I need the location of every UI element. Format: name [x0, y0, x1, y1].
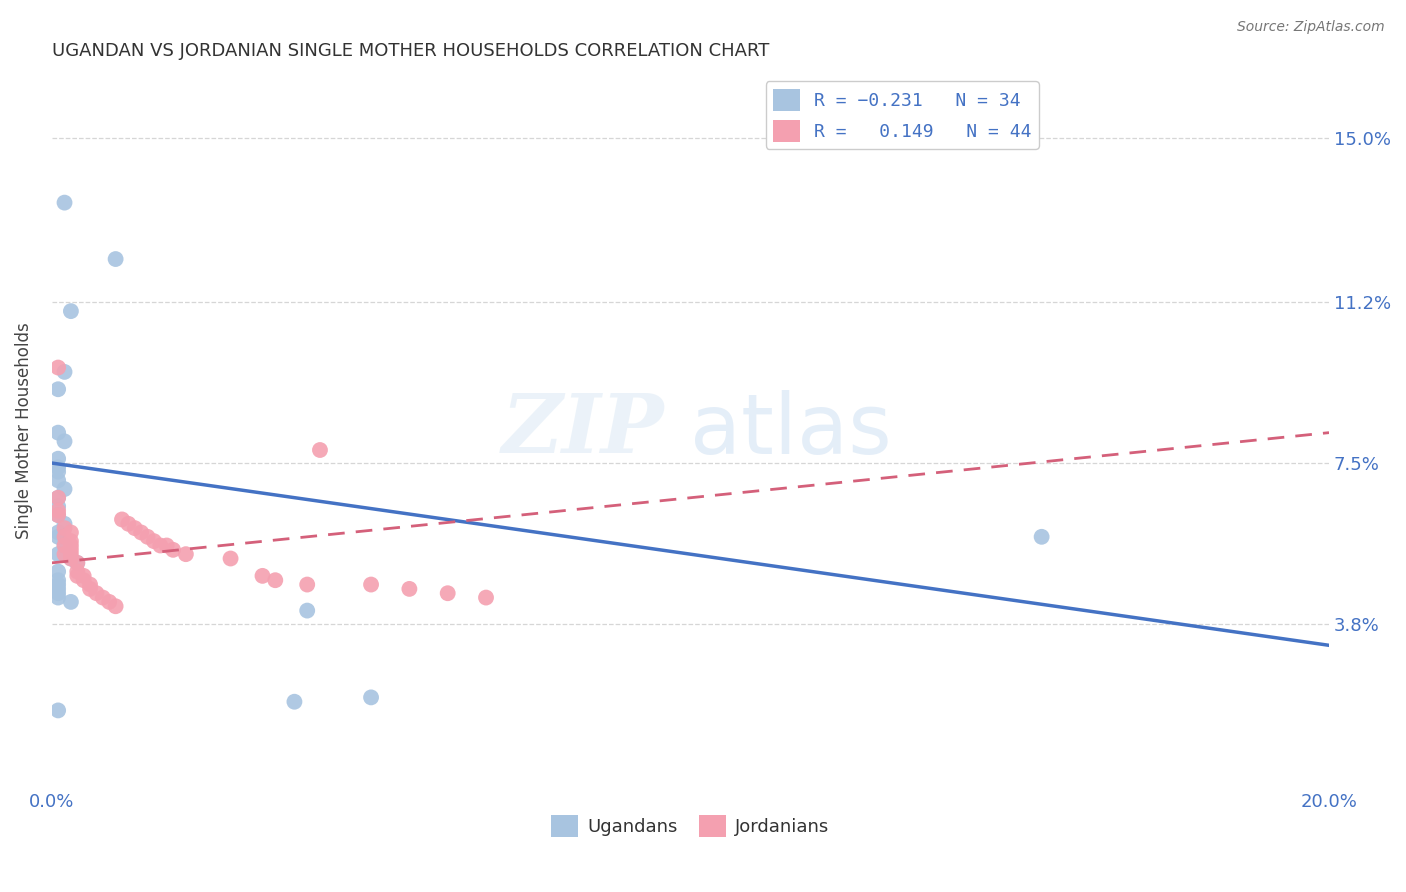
Point: [136, 530, 159, 544]
Point: [46, 573, 69, 587]
Text: UGANDAN VS JORDANIAN SINGLE MOTHER HOUSEHOLDS CORRELATION CHART: UGANDAN VS JORDANIAN SINGLE MOTHER HOUSE…: [52, 42, 769, 60]
Point: [59, 534, 82, 549]
Point: [73, 569, 96, 583]
Point: [66, 556, 89, 570]
Point: [79, 577, 101, 591]
Point: [104, 252, 127, 266]
Point: [46, 508, 69, 522]
Point: [104, 599, 127, 614]
Point: [1031, 530, 1053, 544]
Point: [53, 547, 76, 561]
Point: [46, 491, 69, 505]
Point: [360, 577, 382, 591]
Point: [398, 582, 420, 596]
Point: [59, 525, 82, 540]
Point: [59, 551, 82, 566]
Point: [156, 539, 179, 553]
Point: [129, 525, 152, 540]
Point: [264, 573, 287, 587]
Point: [46, 591, 69, 605]
Point: [46, 586, 69, 600]
Point: [252, 569, 274, 583]
Point: [46, 525, 69, 540]
Point: [295, 577, 318, 591]
Point: [309, 442, 332, 457]
Point: [219, 551, 242, 566]
Point: [283, 695, 305, 709]
Point: [53, 482, 76, 496]
Point: [46, 508, 69, 522]
Point: [46, 474, 69, 488]
Point: [79, 582, 101, 596]
Point: [46, 500, 69, 514]
Point: [46, 451, 69, 466]
Point: [53, 539, 76, 553]
Point: [53, 365, 76, 379]
Point: [124, 521, 146, 535]
Point: [436, 586, 458, 600]
Point: [59, 551, 82, 566]
Point: [162, 542, 184, 557]
Point: [98, 595, 121, 609]
Point: [53, 195, 76, 210]
Point: [59, 539, 82, 553]
Point: [46, 530, 69, 544]
Point: [53, 516, 76, 531]
Point: [73, 573, 96, 587]
Text: ZIP: ZIP: [502, 391, 665, 470]
Point: [86, 586, 108, 600]
Point: [174, 547, 197, 561]
Point: [142, 534, 165, 549]
Point: [53, 539, 76, 553]
Text: Source: ZipAtlas.com: Source: ZipAtlas.com: [1237, 20, 1385, 34]
Point: [91, 591, 114, 605]
Point: [66, 569, 89, 583]
Point: [53, 521, 76, 535]
Point: [53, 434, 76, 449]
Point: [59, 547, 82, 561]
Legend: Ugandans, Jordanians: Ugandans, Jordanians: [544, 807, 837, 844]
Point: [66, 556, 89, 570]
Point: [46, 582, 69, 596]
Point: [475, 591, 498, 605]
Point: [46, 382, 69, 396]
Point: [59, 595, 82, 609]
Point: [59, 304, 82, 318]
Point: [46, 460, 69, 475]
Point: [46, 491, 69, 505]
Point: [46, 565, 69, 579]
Point: [295, 604, 318, 618]
Point: [53, 530, 76, 544]
Point: [66, 565, 89, 579]
Point: [59, 542, 82, 557]
Point: [149, 539, 172, 553]
Point: [46, 360, 69, 375]
Point: [360, 690, 382, 705]
Y-axis label: Single Mother Households: Single Mother Households: [15, 322, 32, 539]
Point: [46, 577, 69, 591]
Text: atlas: atlas: [690, 390, 893, 471]
Point: [46, 547, 69, 561]
Point: [117, 516, 139, 531]
Point: [46, 703, 69, 717]
Point: [46, 504, 69, 518]
Point: [111, 512, 134, 526]
Point: [46, 465, 69, 479]
Point: [46, 425, 69, 440]
